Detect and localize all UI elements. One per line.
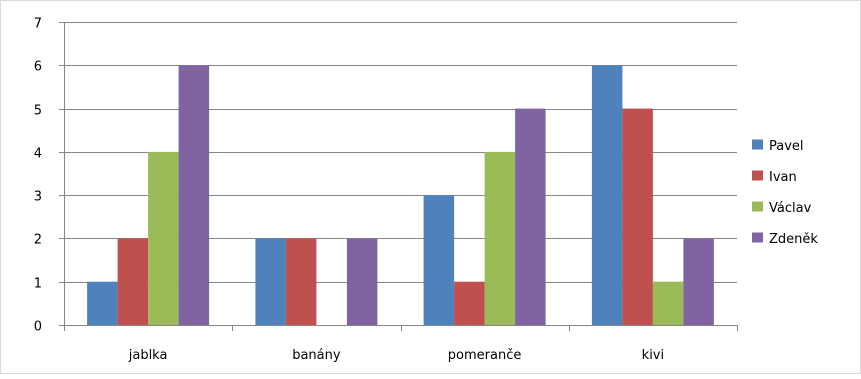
x-tick-label: pomeranče <box>448 348 522 363</box>
legend-swatch-zdeněk <box>752 232 763 243</box>
y-axis-tick-labels: 0 1 2 3 4 5 6 7 <box>34 17 42 335</box>
bar-václav-2 <box>484 151 516 325</box>
legend-swatch-pavel <box>752 139 763 150</box>
legend-label-ivan: Ivan <box>769 170 797 185</box>
y-tick-label: 1 <box>34 277 42 292</box>
bar-pavel-1 <box>255 238 286 325</box>
x-tick-label: jablka <box>128 348 168 363</box>
bar-pavel-2 <box>423 195 455 325</box>
bar-zdeněk-3 <box>683 238 714 325</box>
legend-label-pavel: Pavel <box>769 139 804 154</box>
legend-swatch-václav <box>752 201 763 212</box>
y-tick-label: 2 <box>34 233 42 248</box>
bar-zdeněk-0 <box>178 65 210 326</box>
legend-label-zdeněk: Zdeněk <box>769 232 818 247</box>
axes <box>64 22 738 331</box>
x-tick-label: banány <box>292 348 341 363</box>
y-tick-label: 5 <box>34 104 42 119</box>
bar-ivan-1 <box>285 238 317 325</box>
y-tick-label: 4 <box>34 147 42 162</box>
legend: Pavel Ivan Václav Zdeněk <box>752 139 818 247</box>
bar-václav-0 <box>148 151 179 325</box>
y-tick-label: 3 <box>34 190 42 205</box>
bar-pavel-3 <box>591 65 623 326</box>
bar-zdeněk-1 <box>346 238 378 325</box>
bar-václav-3 <box>652 281 684 325</box>
bar-ivan-3 <box>622 108 653 325</box>
bar-ivan-0 <box>117 238 149 325</box>
x-tick-label: kivi <box>642 348 664 363</box>
bar-pavel-0 <box>87 281 118 325</box>
bar-ivan-2 <box>454 281 485 325</box>
legend-swatch-ivan <box>752 170 763 181</box>
bars <box>87 65 714 326</box>
y-tick-label: 0 <box>34 320 42 335</box>
bar-zdeněk-2 <box>515 108 546 325</box>
y-tick-label: 7 <box>34 17 42 32</box>
x-axis-tick-labels: jablka banány pomeranče kivi <box>128 348 664 363</box>
y-tick-label: 6 <box>34 60 42 75</box>
legend-label-václav: Václav <box>769 201 812 216</box>
